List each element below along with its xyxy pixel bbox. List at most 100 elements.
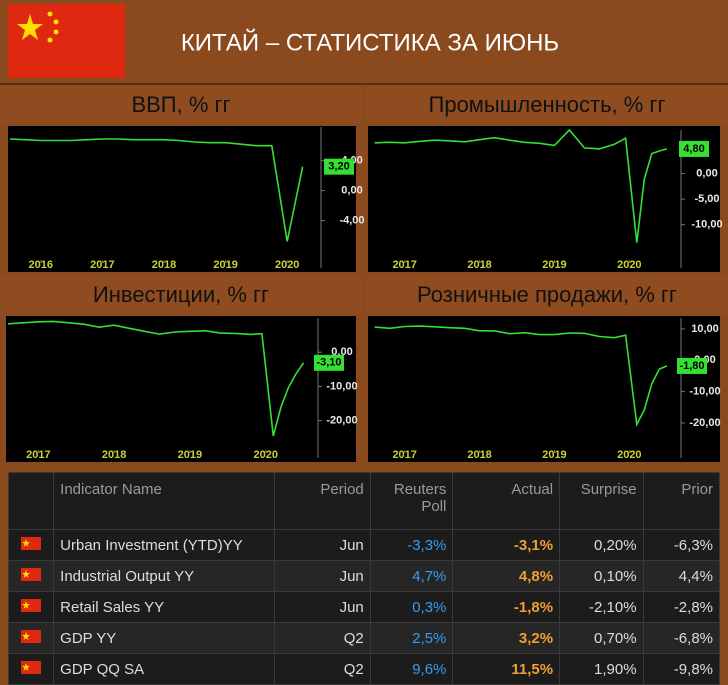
y-tick-label: -10,00 — [689, 386, 720, 398]
x-tick-label: 2016 — [29, 259, 53, 271]
x-tick-label: 2020 — [275, 259, 299, 271]
chart-title: ВВП, % гг — [131, 92, 230, 117]
row-flag — [21, 536, 42, 550]
data-line — [9, 138, 304, 242]
title-bar — [0, 276, 362, 314]
column-header: Surprise — [559, 472, 644, 530]
column-header: Indicator Name — [53, 472, 276, 530]
last-value-label: 3,20 — [328, 161, 349, 173]
data-line — [374, 325, 668, 428]
y-tick-label: -10,00 — [691, 219, 722, 231]
flag-header — [7, 472, 55, 530]
x-tick-label: 2017 — [392, 259, 416, 271]
y-tick-label: 0,00 — [341, 185, 362, 197]
table-cell: 0,3% — [369, 591, 454, 623]
x-tick-label: 2018 — [102, 449, 126, 461]
chart-title: Промышленность, % гг — [429, 92, 666, 117]
x-tick-label: 2020 — [253, 449, 277, 461]
y-tick-label: 10,00 — [691, 323, 719, 335]
chart-bg — [368, 126, 720, 272]
chart-title: Розничные продажи, % гг — [417, 282, 677, 307]
data-line — [374, 128, 668, 243]
chart-bg — [6, 316, 356, 462]
x-tick-label: 2017 — [392, 449, 416, 461]
x-tick-label: 2020 — [617, 259, 641, 271]
data-line — [7, 320, 305, 437]
y-tick-label: -10,00 — [326, 380, 357, 392]
x-tick-label: 2020 — [617, 449, 641, 461]
x-tick-label: 2018 — [467, 449, 491, 461]
title-bar — [366, 86, 728, 124]
table-cell: 0,20% — [559, 529, 644, 561]
table-cell: 0,70% — [559, 622, 644, 654]
row-flag — [21, 598, 42, 612]
table-cell: -1,8% — [452, 591, 561, 623]
table-cell: -3,3% — [369, 529, 454, 561]
table-cell: 4,7% — [369, 560, 454, 592]
row-flag — [21, 567, 42, 581]
x-tick-label: 2019 — [178, 449, 202, 461]
column-header: Actual — [452, 472, 561, 530]
last-value-label: -1,80 — [679, 360, 704, 372]
table-cell: 4,4% — [642, 560, 721, 592]
column-header: Prior — [642, 472, 721, 530]
title-bar — [0, 86, 362, 124]
column-header: Reuters Poll — [369, 472, 454, 530]
table-cell: Retail Sales YY — [53, 591, 276, 623]
chart-bg — [368, 316, 720, 462]
table-cell: -3,1% — [452, 529, 561, 561]
table-row: GDP YY Q2 2,5% 3,2% 0,70% -6,8% — [7, 622, 721, 654]
last-value-box — [314, 354, 344, 371]
flag-cell — [7, 529, 55, 561]
x-tick-label: 2017 — [26, 449, 50, 461]
last-value-label: 4,80 — [683, 143, 704, 155]
y-tick-label: -20,00 — [689, 417, 720, 429]
table-cell: -6,8% — [642, 622, 721, 654]
table-cell: 3,2% — [452, 622, 561, 654]
table-cell: 2,5% — [369, 622, 454, 654]
flag-cell — [7, 591, 55, 623]
table-cell: 4,8% — [452, 560, 561, 592]
row-flag — [21, 629, 42, 643]
page-title: КИТАЙ – СТАТИСТИКА ЗА ИЮНЬ — [181, 28, 559, 56]
table-cell: -2,10% — [559, 591, 644, 623]
chart-bg — [8, 126, 356, 272]
flag-cell — [7, 560, 55, 592]
row-flag — [21, 660, 42, 674]
table-cell: -2,8% — [642, 591, 721, 623]
x-tick-label: 2019 — [542, 259, 566, 271]
y-tick-label: -20,00 — [326, 415, 357, 427]
y-tick-label: 0,00 — [696, 167, 717, 179]
x-tick-label: 2019 — [213, 259, 237, 271]
table-cell: -6,3% — [642, 529, 721, 561]
last-value-box — [677, 357, 707, 374]
last-value-label: -3,10 — [316, 357, 341, 369]
table-cell: Jun — [274, 591, 371, 623]
last-value-box — [324, 158, 354, 175]
table-row: Industrial Output YY Jun 4,7% 4,8% 0,10% 4,4% — [7, 560, 721, 592]
table-cell: 0,10% — [559, 560, 644, 592]
x-tick-label: 2017 — [90, 259, 114, 271]
chart-title: Инвестиции, % гг — [93, 282, 269, 307]
y-tick-label: -4,00 — [339, 214, 364, 226]
charts: КИТАЙ – СТАТИСТИКА ЗА ИЮНЬ ВВП, % гг4,00… — [0, 4, 728, 462]
flag-cell — [7, 622, 55, 654]
table-cell: Jun — [274, 529, 371, 561]
table-cell: Q2 — [274, 622, 371, 654]
column-header: Period — [274, 472, 371, 530]
table-cell: GDP YY — [53, 622, 276, 654]
table-header: Indicator Name Period Reuters Poll Actual Su… — [7, 472, 721, 530]
indicator-table: Indicator Name Period Reuters Poll Actual Su… — [7, 472, 721, 685]
table-cell: Industrial Output YY — [53, 560, 276, 592]
china-flag — [8, 4, 125, 78]
last-value-box — [679, 140, 709, 157]
x-tick-label: 2018 — [467, 259, 491, 271]
table-cell: Jun — [274, 560, 371, 592]
table-row: Urban Investment (YTD)YY Jun -3,3% -3,1% 0,2… — [7, 529, 721, 561]
title-bar — [366, 276, 728, 314]
x-tick-label: 2019 — [542, 449, 566, 461]
table-cell: Urban Investment (YTD)YY — [53, 529, 276, 561]
x-tick-label: 2018 — [152, 259, 176, 271]
y-tick-label: -5,00 — [694, 193, 719, 205]
